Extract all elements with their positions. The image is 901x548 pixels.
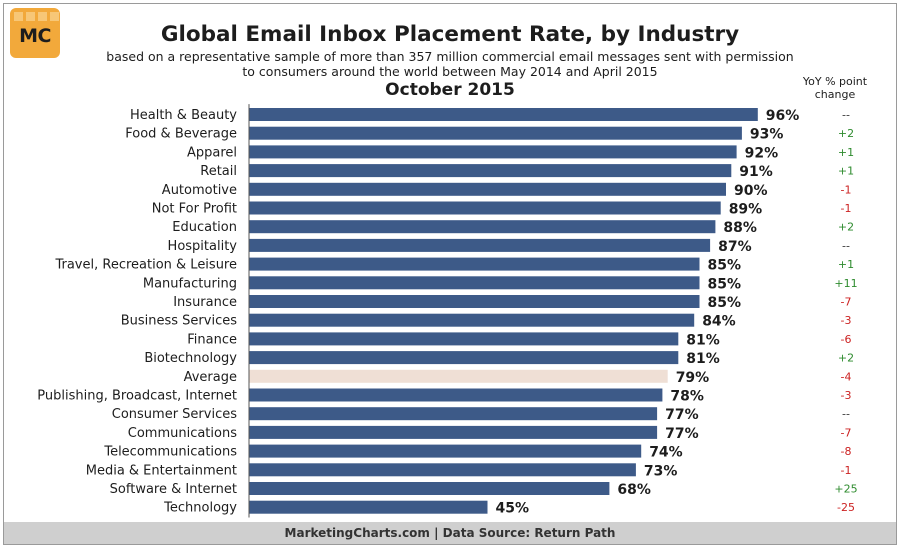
bar [249,500,488,514]
chart-subtitle-line2: to consumers around the world between Ma… [242,64,658,79]
value-label: 89% [729,202,763,218]
bar [249,238,711,252]
bar [249,108,758,121]
yoy-change-label: -3 [841,314,852,327]
value-label: 96% [766,108,800,124]
yoy-change-label: +2 [838,352,854,365]
yoy-change-label: -3 [841,389,852,402]
bar [249,276,700,290]
yoy-change-label: +2 [838,221,854,234]
yoy-header-line1: YoY % point [802,75,868,88]
chart-period: October 2015 [385,80,515,100]
value-label: 77% [665,407,699,423]
chart-footer: MarketingCharts.com | Data Source: Retur… [4,522,896,544]
bar [249,407,658,421]
bar [249,332,679,346]
category-label: Telecommunications [103,445,237,460]
chart-subtitle-line1: based on a representative sample of more… [106,49,794,64]
category-label: Food & Beverage [125,127,237,142]
category-label: Finance [187,332,237,347]
value-label: 81% [686,332,720,348]
category-label: Health & Beauty [130,108,237,123]
yoy-change-label: -- [842,239,850,252]
yoy-change-label: -- [842,109,850,122]
yoy-change-label: +11 [834,277,857,290]
bar [249,444,642,458]
value-label: 85% [708,276,742,292]
bar [249,463,636,477]
chart-title: Global Email Inbox Placement Rate, by In… [160,22,740,47]
category-label: Retail [200,164,237,179]
category-label: Communications [128,426,237,441]
bar [249,295,700,308]
value-label: 74% [649,445,683,461]
value-label: 45% [496,501,530,517]
category-label: Software & Internet [110,482,237,497]
value-label: 81% [686,351,720,367]
mc-logo: MC [10,8,60,58]
bar [249,220,716,234]
value-label: 84% [702,314,736,330]
category-label: Biotechnology [144,351,237,366]
value-label: 92% [745,145,779,161]
yoy-change-label: -1 [841,183,852,196]
category-label: Automotive [162,183,237,198]
yoy-change-label: -1 [841,202,852,215]
value-label: 88% [723,220,757,236]
yoy-change-label: -6 [841,333,852,346]
yoy-change-label: -- [842,408,850,421]
yoy-change-label: -4 [841,370,852,383]
yoy-change-label: +1 [838,165,854,178]
bar [249,351,679,365]
yoy-change-label: +1 [838,146,854,159]
value-label: 91% [739,164,773,180]
category-label: Consumer Services [112,407,237,422]
category-label: Education [172,220,237,235]
category-label: Travel, Recreation & Leisure [54,258,237,273]
category-label: Average [184,370,237,385]
bar [249,182,726,196]
value-label: 78% [670,389,704,405]
value-label: 73% [644,463,678,479]
value-label: 68% [617,482,651,498]
yoy-change-label: -25 [837,501,855,514]
value-label: 77% [665,426,699,442]
category-label: Business Services [121,314,238,329]
category-label: Publishing, Broadcast, Internet [37,389,237,404]
value-label: 87% [718,239,752,255]
category-label: Insurance [173,295,237,310]
yoy-change-label: -1 [841,464,852,477]
value-label: 85% [708,258,742,274]
yoy-change-label: -7 [841,426,852,439]
bar [249,145,737,159]
category-label: Hospitality [168,239,238,254]
value-label: 79% [676,370,710,386]
yoy-change-label: +1 [838,258,854,271]
category-label: Technology [163,501,237,516]
bar [249,482,610,495]
category-label: Apparel [187,145,237,160]
category-label: Media & Entertainment [86,463,237,478]
yoy-change-label: -8 [841,445,852,458]
yoy-change-label: -7 [841,296,852,309]
yoy-change-label: +2 [838,127,854,140]
bar [249,313,695,327]
bar [249,164,732,178]
bar [249,126,742,140]
yoy-change-label: +25 [834,483,857,496]
bar [249,201,721,215]
category-label: Manufacturing [143,276,237,291]
average-bar [249,369,668,383]
yoy-column-header: YoY % point change [795,75,875,101]
yoy-header-line2: change [814,88,856,101]
value-label: 93% [750,127,784,143]
bar [249,425,658,439]
bar [249,257,700,271]
bar [249,388,663,402]
logo-text: MC [19,25,51,47]
value-label: 90% [734,183,768,199]
category-label: Not For Profit [152,202,237,217]
value-label: 85% [708,295,742,311]
